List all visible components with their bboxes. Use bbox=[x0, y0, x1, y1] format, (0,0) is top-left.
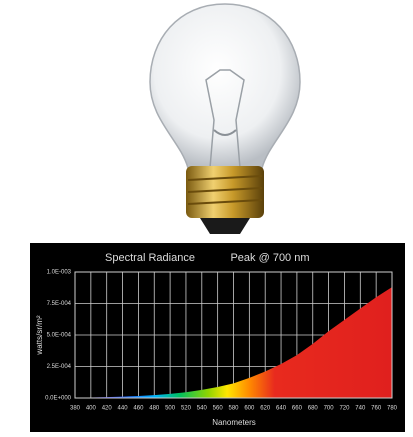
x-tick-label: 640 bbox=[276, 406, 287, 412]
chart-subtitle: Peak @ 700 nm bbox=[230, 252, 309, 264]
x-tick-label: 400 bbox=[86, 406, 97, 412]
x-tick-label: 480 bbox=[149, 406, 160, 412]
x-tick-label: 620 bbox=[260, 406, 271, 412]
x-tick-label: 580 bbox=[228, 406, 239, 412]
x-tick-label: 760 bbox=[371, 406, 382, 412]
y-tick-label: 7.5E-004 bbox=[47, 301, 72, 307]
x-tick-label: 720 bbox=[339, 406, 350, 412]
y-tick-label: 0.0E+000 bbox=[45, 396, 72, 402]
x-tick-label: 700 bbox=[324, 406, 335, 412]
y-tick-label: 1.0E-003 bbox=[47, 270, 72, 276]
y-axis-label: watts/sr/m² bbox=[35, 315, 44, 355]
x-tick-label: 660 bbox=[292, 406, 303, 412]
x-tick-label: 540 bbox=[197, 406, 208, 412]
x-tick-label: 460 bbox=[133, 406, 144, 412]
y-tick-label: 5.0E-004 bbox=[47, 333, 72, 339]
chart-title: Spectral Radiance bbox=[105, 252, 195, 264]
x-tick-label: 440 bbox=[118, 406, 129, 412]
x-axis-label: Nanometers bbox=[212, 418, 256, 427]
page: Spectral Radiance Peak @ 700 nm Nanomete… bbox=[0, 0, 413, 432]
y-tick-label: 2.5E-004 bbox=[47, 364, 72, 370]
x-tick-label: 780 bbox=[387, 406, 398, 412]
x-tick-label: 380 bbox=[70, 406, 81, 412]
light-bulb bbox=[150, 4, 300, 234]
x-tick-label: 520 bbox=[181, 406, 192, 412]
x-tick-label: 600 bbox=[244, 406, 255, 412]
x-tick-label: 560 bbox=[213, 406, 224, 412]
x-tick-label: 500 bbox=[165, 406, 176, 412]
x-tick-label: 420 bbox=[102, 406, 113, 412]
x-tick-label: 740 bbox=[355, 406, 366, 412]
x-tick-label: 680 bbox=[308, 406, 319, 412]
